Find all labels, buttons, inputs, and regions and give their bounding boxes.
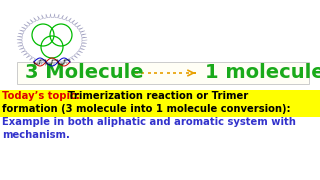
Text: Today’s topic:: Today’s topic: — [2, 91, 84, 101]
Bar — [0, 90, 320, 117]
Text: mechanism.: mechanism. — [2, 130, 70, 140]
Text: 1 molecule: 1 molecule — [205, 64, 320, 82]
Text: Trimerization reaction or Trimer: Trimerization reaction or Trimer — [68, 91, 248, 101]
Text: formation (3 molecule into 1 molecule conversion):: formation (3 molecule into 1 molecule co… — [2, 104, 291, 114]
Text: 3 Molecule: 3 Molecule — [25, 64, 144, 82]
Text: Example in both aliphatic and aromatic system with: Example in both aliphatic and aromatic s… — [2, 117, 296, 127]
FancyBboxPatch shape — [17, 62, 309, 84]
